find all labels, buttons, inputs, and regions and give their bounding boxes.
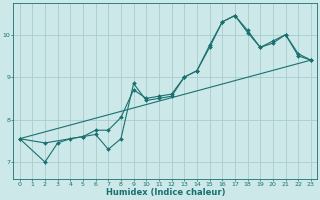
X-axis label: Humidex (Indice chaleur): Humidex (Indice chaleur) [106,188,225,197]
